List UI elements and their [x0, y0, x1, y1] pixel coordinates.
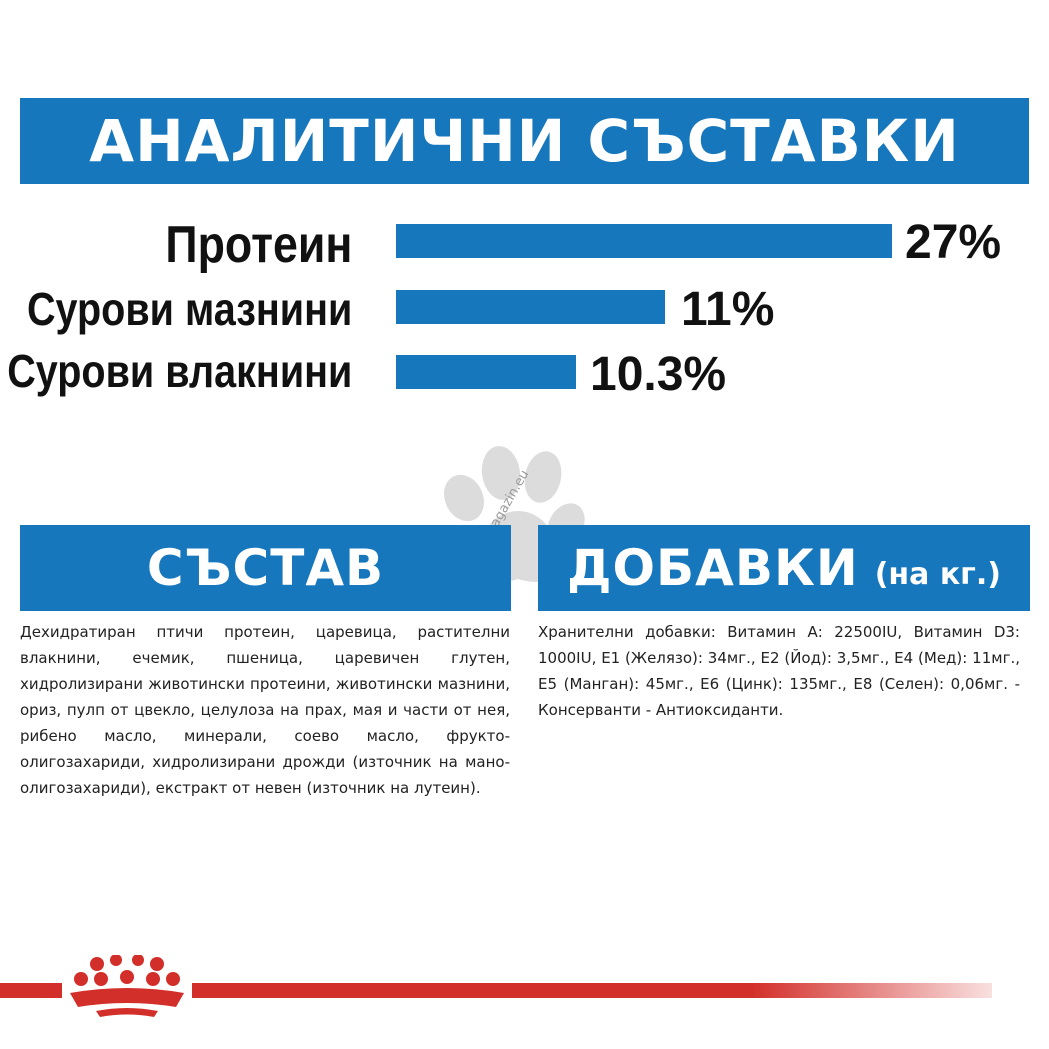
composition-title: СЪСТАВ: [146, 539, 385, 597]
protein-label: Протеин: [165, 216, 352, 274]
composition-text: Дехидратиран птичи протеин, царевица, ра…: [20, 623, 510, 797]
protein-value: 27%: [905, 216, 1002, 269]
crude-fat-label: Сурови мазнини: [26, 283, 352, 335]
additives-unit: (на кг.): [874, 556, 1001, 592]
additives-text: Хранителни добавки: Витамин А: 22500IU, …: [538, 623, 1020, 719]
royal-canin-crown-icon: [70, 955, 184, 1017]
crude-fibre-value: 10.3%: [590, 348, 727, 401]
crude-fibre-label: Сурови влакнини: [6, 345, 352, 397]
additives-title: ДОБАВКИ: [567, 539, 859, 597]
crude-fibre-bar: [396, 355, 576, 389]
footer-line-right: [192, 983, 992, 998]
crude-fat-value: 11%: [681, 283, 775, 336]
analytic-constituents-banner: АНАЛИТИЧНИ СЪСТАВКИ: [20, 98, 1029, 184]
additives-banner: ДОБАВКИ (на кг.): [538, 525, 1030, 611]
analytic-constituents-title: АНАЛИТИЧНИ СЪСТАВКИ: [89, 107, 960, 175]
protein-bar: [396, 224, 892, 258]
crude-fat-bar: [396, 290, 665, 324]
composition-banner: СЪСТАВ: [20, 525, 511, 611]
footer-line-left: [0, 983, 62, 998]
